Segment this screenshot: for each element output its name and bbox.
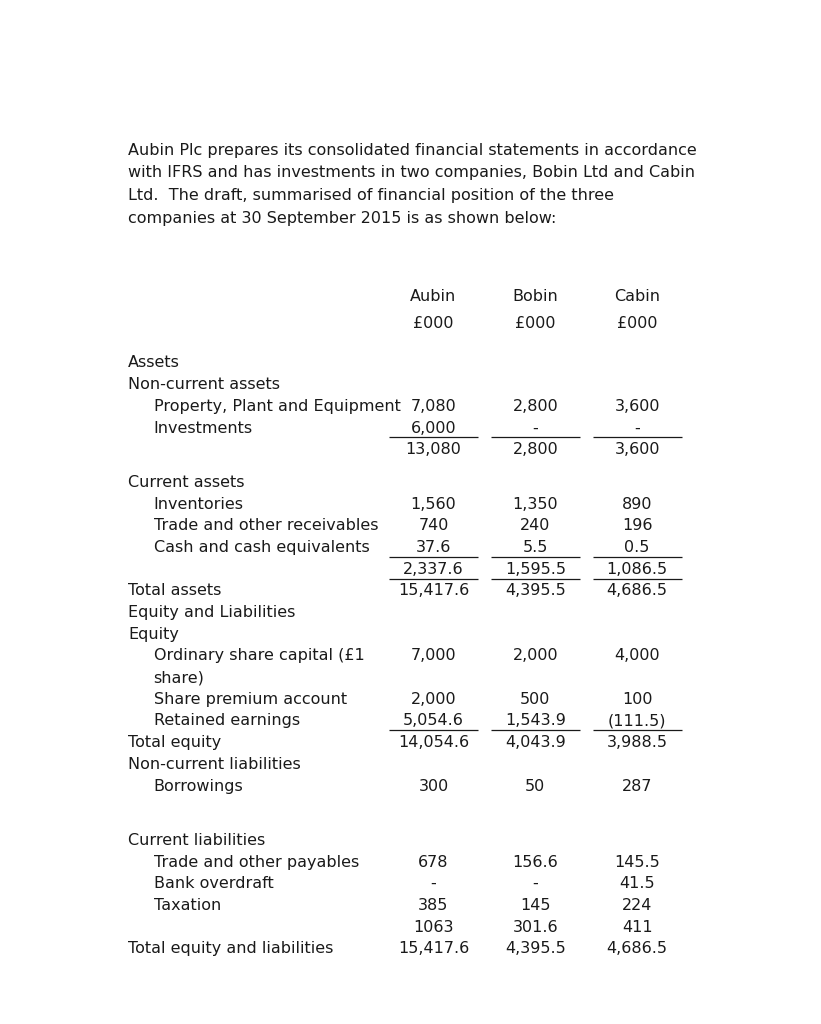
Text: 2,000: 2,000: [512, 648, 558, 664]
Text: Borrowings: Borrowings: [154, 778, 243, 794]
Text: 3,600: 3,600: [614, 442, 660, 457]
Text: 6,000: 6,000: [410, 421, 456, 435]
Text: 196: 196: [621, 518, 653, 534]
Text: -: -: [430, 877, 437, 891]
Text: Trade and other receivables: Trade and other receivables: [154, 518, 378, 534]
Text: Non-current assets: Non-current assets: [128, 377, 280, 392]
Text: 1063: 1063: [413, 920, 454, 935]
Text: 3,600: 3,600: [614, 398, 660, 414]
Text: Total equity: Total equity: [128, 735, 222, 751]
Text: 100: 100: [621, 692, 653, 707]
Text: Cabin: Cabin: [614, 289, 660, 304]
Text: 0.5: 0.5: [625, 540, 649, 555]
Text: Equity: Equity: [128, 627, 179, 642]
Text: 4,395.5: 4,395.5: [505, 584, 566, 598]
Text: Share premium account: Share premium account: [154, 692, 346, 707]
Text: 4,686.5: 4,686.5: [607, 941, 667, 956]
Text: 385: 385: [419, 898, 448, 913]
Text: Bobin: Bobin: [512, 289, 558, 304]
Text: 411: 411: [621, 920, 653, 935]
Text: -: -: [532, 877, 539, 891]
Text: Cash and cash equivalents: Cash and cash equivalents: [154, 540, 369, 555]
Text: 4,395.5: 4,395.5: [505, 941, 566, 956]
Text: (111.5): (111.5): [608, 714, 667, 728]
Text: 500: 500: [521, 692, 550, 707]
Text: Taxation: Taxation: [154, 898, 221, 913]
Text: 678: 678: [418, 855, 449, 869]
Text: 1,595.5: 1,595.5: [505, 562, 566, 577]
Text: 1,560: 1,560: [410, 497, 456, 512]
Text: 240: 240: [521, 518, 550, 534]
Text: Current liabilities: Current liabilities: [128, 833, 265, 848]
Text: £000: £000: [413, 316, 454, 331]
Text: 145: 145: [520, 898, 551, 913]
Text: Aubin Plc prepares its consolidated financial statements in accordance
with IFRS: Aubin Plc prepares its consolidated fina…: [128, 142, 697, 226]
Text: Assets: Assets: [128, 355, 180, 371]
Text: 4,000: 4,000: [614, 648, 660, 664]
Text: 2,800: 2,800: [512, 398, 558, 414]
Text: Trade and other payables: Trade and other payables: [154, 855, 359, 869]
Text: £000: £000: [515, 316, 556, 331]
Text: 14,054.6: 14,054.6: [398, 735, 469, 751]
Text: 2,000: 2,000: [410, 692, 456, 707]
Text: 287: 287: [621, 778, 653, 794]
Text: Non-current liabilities: Non-current liabilities: [128, 757, 300, 772]
Text: 1,543.9: 1,543.9: [505, 714, 566, 728]
Text: 301.6: 301.6: [512, 920, 558, 935]
Text: Property, Plant and Equipment: Property, Plant and Equipment: [154, 398, 401, 414]
Text: Total equity and liabilities: Total equity and liabilities: [128, 941, 333, 956]
Text: 2,800: 2,800: [512, 442, 558, 457]
Text: 2,337.6: 2,337.6: [403, 562, 464, 577]
Text: 41.5: 41.5: [619, 877, 655, 891]
Text: 5.5: 5.5: [523, 540, 548, 555]
Text: 890: 890: [621, 497, 653, 512]
Text: 740: 740: [419, 518, 448, 534]
Text: 145.5: 145.5: [614, 855, 660, 869]
Text: 37.6: 37.6: [415, 540, 452, 555]
Text: Aubin: Aubin: [410, 289, 456, 304]
Text: 15,417.6: 15,417.6: [398, 941, 469, 956]
Text: 1,086.5: 1,086.5: [607, 562, 667, 577]
Text: 5,054.6: 5,054.6: [403, 714, 464, 728]
Text: 7,000: 7,000: [410, 648, 456, 664]
Text: -: -: [634, 421, 640, 435]
Text: Investments: Investments: [154, 421, 253, 435]
Text: Equity and Liabilities: Equity and Liabilities: [128, 605, 296, 621]
Text: Total assets: Total assets: [128, 584, 222, 598]
Text: 4,043.9: 4,043.9: [505, 735, 566, 751]
Text: 1,350: 1,350: [512, 497, 558, 512]
Text: Ordinary share capital (£1: Ordinary share capital (£1: [154, 648, 365, 664]
Text: 7,080: 7,080: [410, 398, 456, 414]
Text: 224: 224: [622, 898, 652, 913]
Text: 3,988.5: 3,988.5: [607, 735, 667, 751]
Text: Bank overdraft: Bank overdraft: [154, 877, 273, 891]
Text: £000: £000: [617, 316, 658, 331]
Text: 156.6: 156.6: [512, 855, 558, 869]
Text: Inventories: Inventories: [154, 497, 244, 512]
Text: Current assets: Current assets: [128, 475, 245, 489]
Text: -: -: [532, 421, 539, 435]
Text: 50: 50: [525, 778, 545, 794]
Text: Retained earnings: Retained earnings: [154, 714, 300, 728]
Text: 13,080: 13,080: [406, 442, 461, 457]
Text: 15,417.6: 15,417.6: [398, 584, 469, 598]
Text: 4,686.5: 4,686.5: [607, 584, 667, 598]
Text: 300: 300: [419, 778, 448, 794]
Text: share): share): [154, 670, 204, 685]
